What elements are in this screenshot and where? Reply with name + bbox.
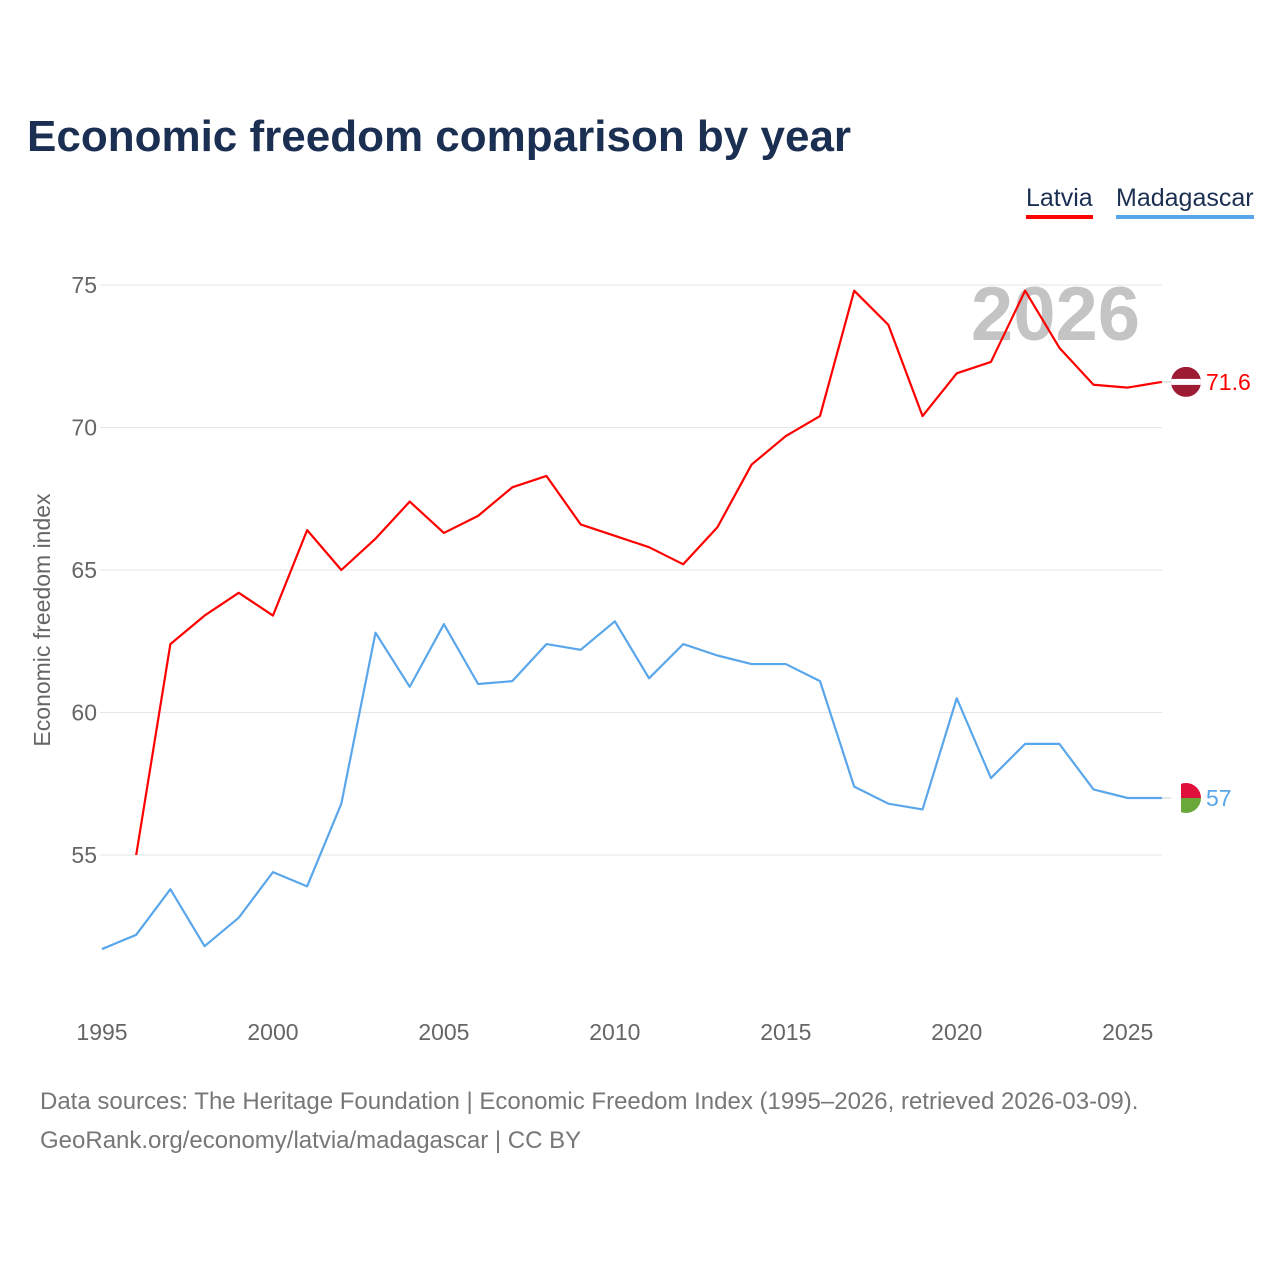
flag-red (1181, 783, 1201, 798)
x-tick-label: 1995 (76, 1019, 127, 1045)
y-tick-label: 70 (71, 415, 97, 441)
y-axis-label: Economic freedom index (29, 493, 55, 747)
latvia-flag-icon (1171, 366, 1201, 397)
end-value-label: 71.6 (1206, 369, 1251, 395)
footer-sources: Data sources: The Heritage Foundation | … (40, 1088, 1139, 1115)
legend-latvia[interactable]: Latvia (1026, 184, 1093, 219)
end-value-label: 57 (1206, 785, 1232, 811)
x-tick-label: 2025 (1102, 1019, 1153, 1045)
x-tick-label: 2020 (931, 1019, 982, 1045)
legend-madagascar[interactable]: Madagascar (1116, 184, 1254, 219)
series-line-madagascar (101, 620, 1162, 951)
y-tick-label: 75 (71, 272, 97, 298)
footer-credit: GeoRank.org/economy/latvia/madagascar | … (40, 1127, 582, 1154)
x-tick-label: 2015 (760, 1019, 811, 1045)
x-tick-label: 2005 (418, 1019, 469, 1045)
flag-body (1171, 783, 1201, 813)
x-tick-label: 2000 (247, 1019, 298, 1045)
y-tick-label: 60 (71, 700, 97, 726)
madagascar-flag-icon (1171, 783, 1201, 813)
series-line-latvia (135, 289, 1163, 856)
year-watermark: 2026 (971, 272, 1140, 357)
flag-white-stripe (1171, 378, 1201, 385)
y-tick-label: 55 (71, 842, 97, 868)
y-tick-label: 65 (71, 557, 97, 583)
flag-body (1171, 366, 1201, 397)
chart-title: Economic freedom comparison by year (27, 112, 852, 161)
x-tick-label: 2010 (589, 1019, 640, 1045)
flag-green (1181, 798, 1201, 813)
